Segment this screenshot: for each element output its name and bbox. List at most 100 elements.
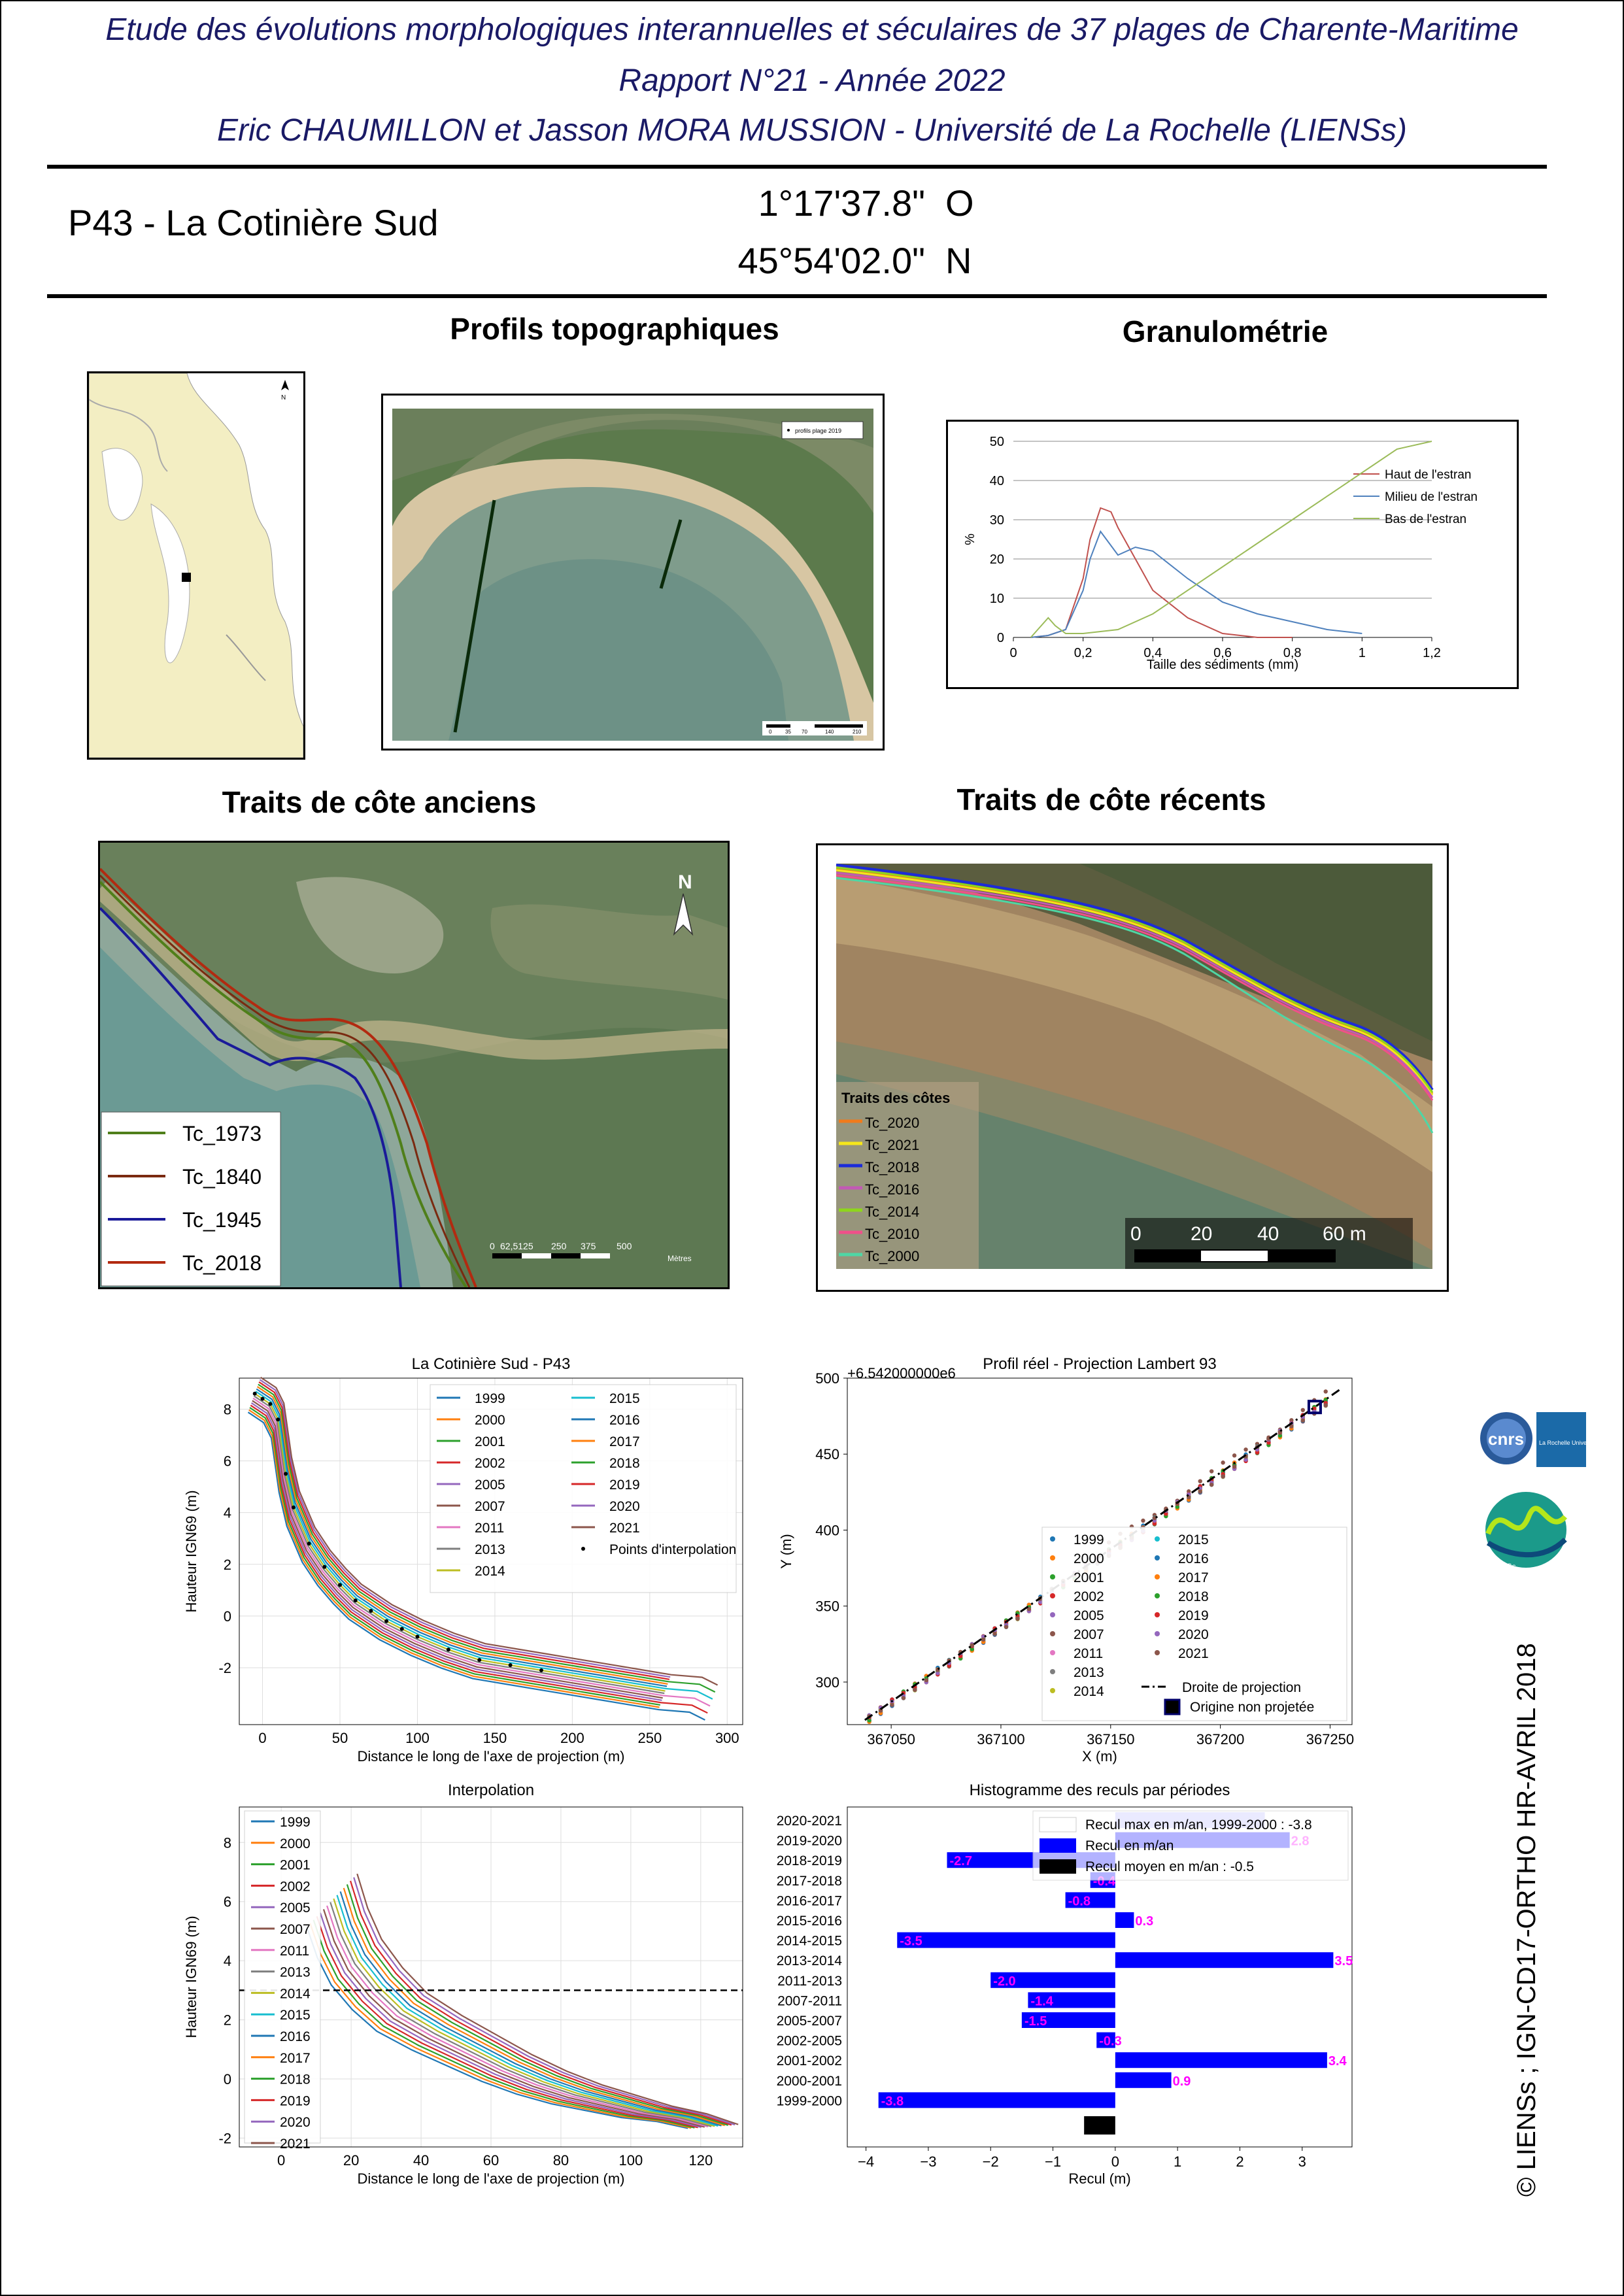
scatter-point [878,1708,883,1713]
legend-label: 2017 [1178,1570,1209,1585]
interpolation-point [260,1396,265,1401]
chart-title: Interpolation [448,1781,534,1799]
interpolation-point [276,1417,280,1422]
x-tick-label: 80 [553,2152,569,2169]
scatter-point [970,1647,974,1651]
legend-tc-1840: Tc_1840 [182,1165,262,1189]
legend-swatch [1050,1688,1055,1693]
x-tick-label: 0 [277,2152,285,2169]
site-latitude-dir: N [945,240,972,281]
legend-tc-1973: Tc_1973 [182,1122,262,1145]
interpolation-chart: Interpolation 0 20 40 60 80 100 120 -2 0 2 4 6 8 Dista… [183,1781,743,2187]
legend-label: 2014 [1074,1684,1104,1699]
interpolation-point [307,1542,311,1546]
legend-label: 1999 [280,1815,311,1830]
bar [1021,2012,1115,2028]
legend-swatch [1155,1612,1160,1617]
interpolation-point [291,1505,296,1510]
series-line [255,1391,713,1700]
series-line [322,1909,705,2128]
value-label: 0.9 [1173,2074,1191,2089]
value-label: -2.7 [949,1854,972,1868]
scatter-point [947,1664,951,1668]
locator-map: N [87,371,305,760]
legend-swatch [1050,1631,1055,1636]
series-line [253,1395,665,1695]
value-label: 0.3 [1135,1914,1153,1929]
offset-label: +6.542000000e6 [847,1365,956,1381]
legend-label: 2021 [1178,1646,1209,1661]
interpolation-point [477,1658,482,1663]
y-tick-label: 400 [815,1522,839,1538]
profile-aerial-map: profils plage 2019 0 35 70 140 210 [381,394,885,751]
svg-text:70: 70 [802,729,807,735]
y-tick-label: 2020-2021 [777,1814,842,1829]
x-tick-label: 0 [1111,2153,1119,2170]
chart-title: Profil réel - Projection Lambert 93 [983,1355,1217,1373]
header-rule [47,165,1547,169]
legend-swatch [1039,1817,1077,1832]
interpolation-point [508,1663,513,1668]
lienss-logo: LIENSs [1485,1492,1568,1571]
scatter-point [890,1702,894,1707]
legend-label: 2002 [475,1456,505,1471]
legend: 1999 2000 2001 2002 2005 2007 2011 2013 2014 2015… [1041,1527,1347,1721]
x-tick-label: 367100 [977,1731,1024,1747]
legend-label: 2016 [1178,1551,1209,1566]
y-tick-label: 8 [224,1401,231,1417]
y-tick-label: 2014-2015 [777,1934,842,1949]
scatter-point [1198,1489,1202,1494]
y-tick-label: -2 [218,2130,231,2146]
legend-label: 2020 [1178,1627,1209,1642]
scatter-point [1221,1460,1225,1465]
legend-label: 2017 [609,1434,640,1449]
y-tick-label: 2000-2001 [777,2074,842,2089]
y-tick-label: 4 [224,1953,231,1969]
x-tick-label: 0,4 [1143,646,1162,660]
bar [1115,2052,1327,2068]
series-line [319,1912,702,2128]
value-label: -0.8 [1068,1894,1091,1908]
legend-label: 2021 [609,1521,640,1536]
scatter-point [901,1696,906,1700]
scatter-point [1038,1600,1043,1604]
scatter-point [1289,1424,1294,1428]
legend-swatch [1040,1859,1076,1874]
legend-label: 2005 [280,1900,311,1916]
legend-label: 2018 [1178,1589,1209,1604]
report-authors: Eric CHAUMILLON et Jasson MORA MUSSION -… [216,113,1408,148]
series-line [333,1898,715,2127]
x-tick-label: 0,6 [1213,646,1232,660]
legend-swatch [1050,1555,1055,1561]
svg-text:0: 0 [490,1241,495,1251]
y-tick-label: 2011-2013 [777,1974,842,1989]
interpolation-point [252,1391,257,1396]
series-line [260,1376,719,1686]
plot-frame [847,1377,1353,1725]
legend-swatch [1050,1536,1055,1542]
bar [990,1972,1115,1988]
svg-text:20: 20 [1191,1223,1212,1245]
svg-text:0: 0 [769,729,772,735]
legend-label: 2000 [280,1836,311,1851]
profile-map-legend: profils plage 2019 [795,428,841,434]
interpolation-point [399,1627,404,1631]
series-line [343,1887,725,2127]
legend-label: 2018 [280,2072,311,2087]
north-arrow-icon: N [673,871,694,936]
interpolation-point [446,1647,450,1652]
legend-label: 2001 [1074,1570,1104,1585]
svg-text:210: 210 [853,729,862,735]
legend-tc-2018: Tc_2018 [182,1251,262,1275]
recent-coastlines-legend: Traits des côtes Tc_2020 Tc_2021 Tc_2018… [836,1082,979,1269]
x-axis-label: Taille des sédiments (mm) [1147,658,1298,672]
y-tick-label: 450 [815,1446,839,1462]
y-tick-label: 2 [224,2012,231,2029]
scatter-point [1232,1464,1237,1469]
x-tick-label: 0 [1009,646,1017,660]
series-line [1030,530,1362,638]
legend-label: 2019 [280,2093,311,2108]
value-label: -3.8 [881,2094,904,2108]
scatter-point [1300,1408,1306,1413]
